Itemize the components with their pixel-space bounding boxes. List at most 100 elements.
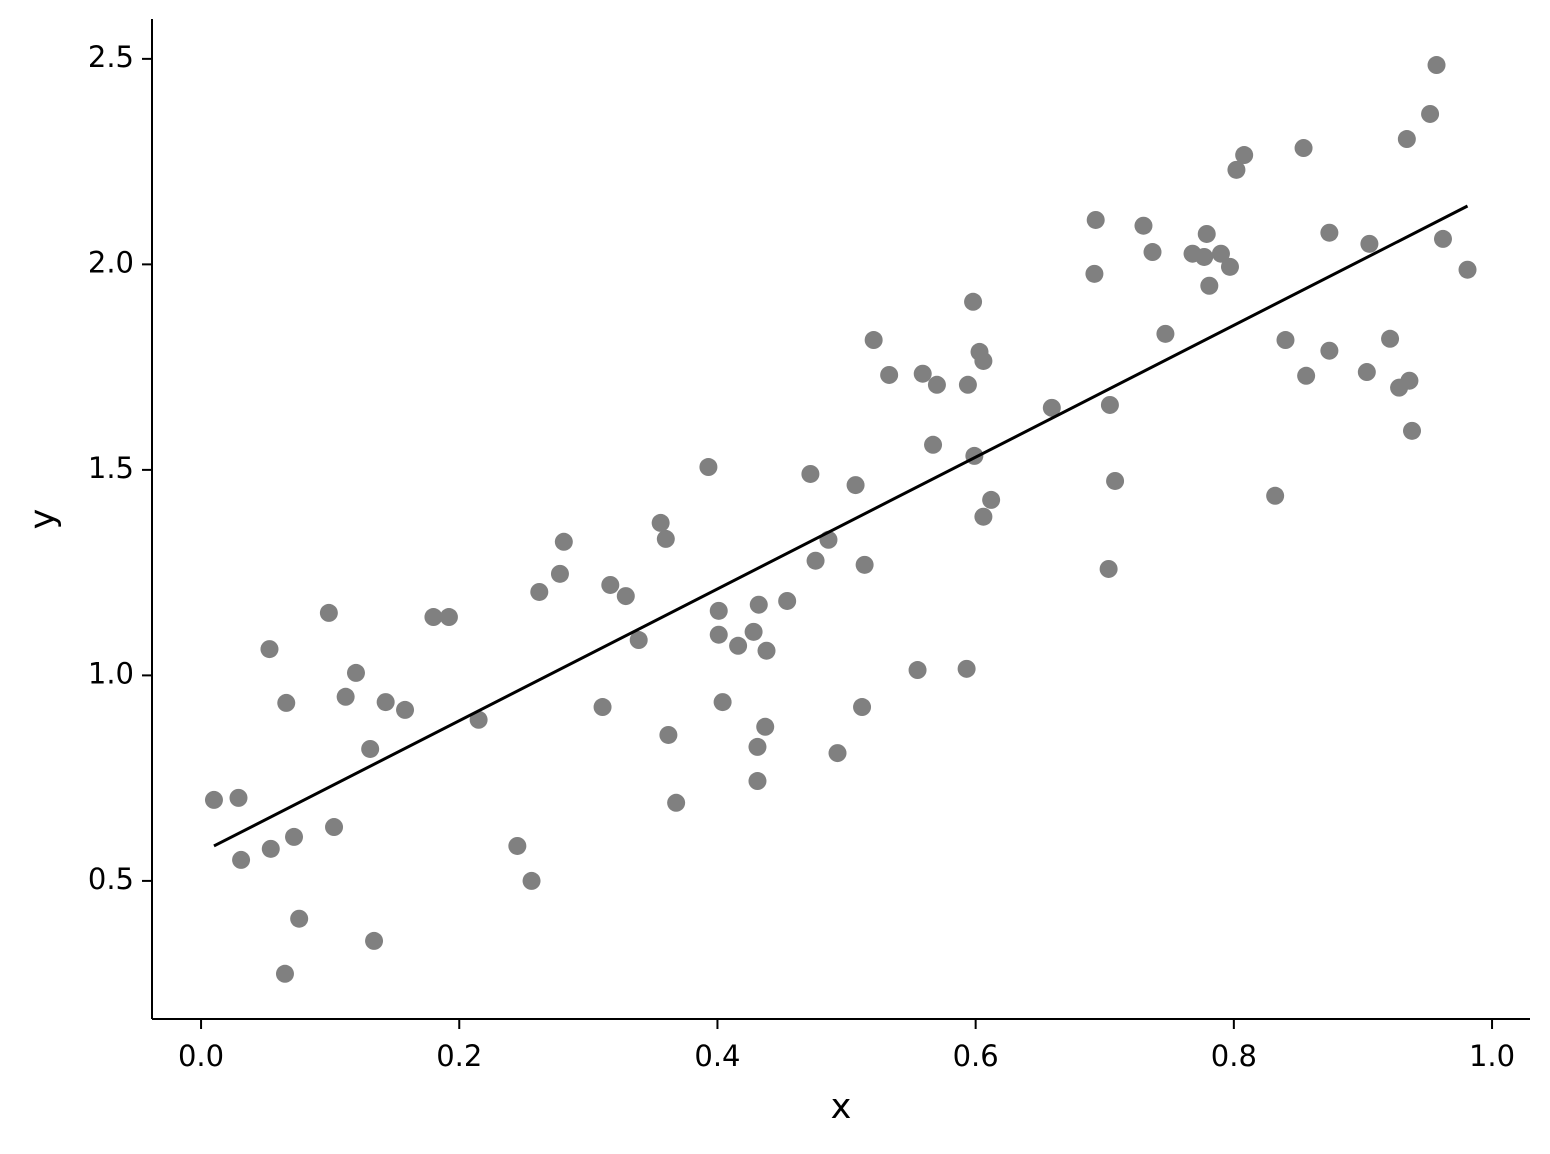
point [1143,243,1162,262]
point [1100,395,1119,414]
point [744,622,763,641]
point [601,575,620,594]
point [709,601,728,620]
point [1357,363,1376,382]
point [757,641,776,660]
point [260,640,279,659]
point [232,850,251,869]
point [778,591,797,610]
point [229,788,248,807]
point [880,365,899,384]
point [749,595,768,614]
x-tick-label: 0.4 [694,1039,740,1073]
point [1403,421,1422,440]
point [593,698,612,717]
point [1134,216,1153,235]
point [1211,244,1230,263]
point [1360,234,1379,253]
point [756,717,775,736]
point [365,931,384,950]
point [1421,104,1440,123]
point [1220,257,1239,276]
point [656,529,675,548]
point [974,351,993,370]
point [748,772,767,791]
x-tick-label: 1.0 [1469,1039,1515,1073]
point [1433,229,1452,248]
point [908,661,927,680]
x-tick-label: 0.2 [436,1039,482,1073]
x-tick-label: 0.8 [1211,1039,1257,1073]
point [1156,324,1175,343]
point [958,375,977,394]
point [1400,371,1419,390]
point [1085,264,1104,283]
point [616,587,635,606]
point [709,625,728,644]
y-tick-label: 2.0 [88,245,134,279]
point [659,725,678,744]
point [319,603,338,622]
point [729,636,748,655]
point [522,871,541,890]
point [346,663,365,682]
point [469,710,488,729]
point [982,490,1001,509]
point [277,693,296,712]
point [336,687,355,706]
point [361,739,380,758]
x-tick-label: 0.0 [178,1039,224,1073]
point [530,582,549,601]
fit-line [213,204,1469,848]
point [927,375,946,394]
x-axis-label: x [831,1087,852,1127]
point [1320,341,1339,360]
point [1106,471,1125,490]
point [1227,160,1246,179]
point [828,744,847,763]
point [1266,486,1285,505]
point [1042,398,1061,417]
point [957,659,976,678]
point [1086,210,1105,229]
point [713,693,732,712]
point [554,532,573,551]
point [396,700,415,719]
point [974,507,993,526]
point [204,790,223,809]
point [550,564,569,583]
point [964,292,983,311]
point [424,608,443,627]
point [1297,366,1316,385]
point [853,698,872,717]
point [285,827,304,846]
point [864,331,883,350]
point [439,608,458,627]
point [261,839,280,858]
point [508,836,527,855]
point [924,435,943,454]
y-tick-label: 1.0 [88,656,134,690]
point [855,555,874,574]
point [806,551,825,570]
point [1320,223,1339,242]
point [1235,146,1254,165]
point [376,693,395,712]
point [275,964,294,983]
y-tick-label: 2.5 [88,40,134,74]
point [1276,331,1295,350]
point [290,909,309,928]
point [1197,224,1216,243]
point [325,818,344,837]
point [1458,260,1477,279]
point [1397,130,1416,149]
point [801,464,820,483]
point [913,364,932,383]
point [846,476,865,495]
y-tick-label: 1.5 [88,451,134,485]
point [748,737,767,756]
y-axis-label: y [23,509,63,530]
x-tick-label: 0.6 [953,1039,999,1073]
point [1381,329,1400,348]
